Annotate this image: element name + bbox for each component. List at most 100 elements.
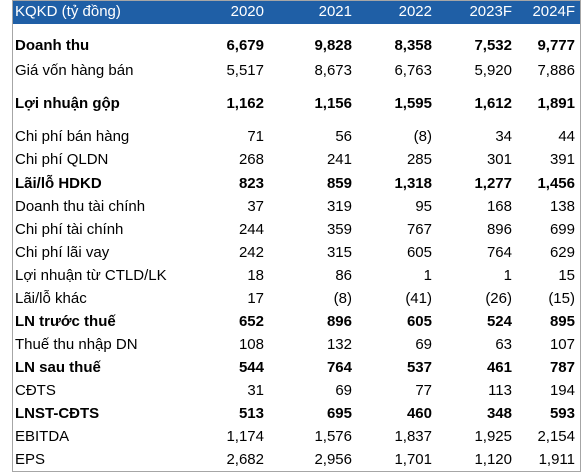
row-value: 8,673 <box>314 62 352 79</box>
row-value: 69 <box>415 336 432 353</box>
row-value: 7,532 <box>474 37 512 54</box>
row-value: 1,162 <box>226 95 264 112</box>
header-year: 2022 <box>398 3 432 20</box>
row-label: Lãi/lỗ HDKD <box>15 175 102 192</box>
row-value: 132 <box>326 336 352 353</box>
row-value: 1,174 <box>226 428 264 445</box>
row-value: 1,456 <box>537 175 575 192</box>
row-label: Lợi nhuận từ CTLD/LK <box>15 267 167 284</box>
row-value: 9,828 <box>314 37 352 54</box>
row-value: 461 <box>486 359 512 376</box>
row-value: 764 <box>326 359 352 376</box>
row-value: 2,154 <box>537 428 575 445</box>
row-value: 1 <box>503 267 512 284</box>
row-value: 544 <box>238 359 264 376</box>
header-year: 2023F <box>469 3 512 20</box>
header-year: 2024F <box>532 3 575 20</box>
row-value: 1,120 <box>474 451 512 468</box>
row-value: 699 <box>549 221 575 238</box>
row-value: 242 <box>238 244 264 261</box>
row-value: 859 <box>326 175 352 192</box>
row-value: 63 <box>495 336 512 353</box>
row-value: 764 <box>486 244 512 261</box>
row-value: 1 <box>423 267 432 284</box>
row-value: 138 <box>549 198 575 215</box>
row-value: 1,925 <box>474 428 512 445</box>
row-value: 5,920 <box>474 62 512 79</box>
row-value: 524 <box>486 313 512 330</box>
row-value: 34 <box>495 128 512 145</box>
row-value: (8) <box>333 290 352 307</box>
row-value: 71 <box>247 128 264 145</box>
row-value: 95 <box>415 198 432 215</box>
row-label: Chi phí QLDN <box>15 151 109 168</box>
row-value: 513 <box>238 405 264 422</box>
row-value: (8) <box>413 128 432 145</box>
row-value: 107 <box>549 336 575 353</box>
row-value: 359 <box>326 221 352 238</box>
row-value: (26) <box>485 290 512 307</box>
row-value: 86 <box>335 267 352 284</box>
row-value: (15) <box>548 290 575 307</box>
row-value: 18 <box>247 267 264 284</box>
row-value: 391 <box>549 151 575 168</box>
row-value: 787 <box>549 359 575 376</box>
row-label: LNST-CĐTS <box>15 405 100 422</box>
row-value: 896 <box>326 313 352 330</box>
row-value: 537 <box>406 359 432 376</box>
row-label: Thuế thu nhập DN <box>15 336 138 353</box>
row-label: Giá vốn hàng bán <box>15 62 134 79</box>
row-label: LN sau thuế <box>15 359 101 376</box>
row-value: 1,576 <box>314 428 352 445</box>
row-value: 315 <box>326 244 352 261</box>
row-value: 896 <box>486 221 512 238</box>
row-value: 9,777 <box>537 37 575 54</box>
row-label: EBITDA <box>15 428 70 445</box>
row-value: 1,595 <box>394 95 432 112</box>
header-year: 2021 <box>318 3 352 20</box>
row-value: 1,318 <box>394 175 432 192</box>
row-value: 593 <box>549 405 575 422</box>
row-value: 823 <box>238 175 264 192</box>
row-label: CĐTS <box>15 382 56 399</box>
row-value: (41) <box>405 290 432 307</box>
row-value: 37 <box>247 198 264 215</box>
header-year: 2020 <box>230 3 264 20</box>
row-label: Doanh thu <box>15 37 90 54</box>
row-value: 6,679 <box>226 37 264 54</box>
row-value: 301 <box>486 151 512 168</box>
row-value: 2,682 <box>226 451 264 468</box>
row-label: Lãi/lỗ khác <box>15 290 87 307</box>
row-value: 6,763 <box>394 62 432 79</box>
row-value: 194 <box>549 382 575 399</box>
row-value: 319 <box>326 198 352 215</box>
row-value: 5,517 <box>226 62 264 79</box>
row-value: 605 <box>406 313 432 330</box>
row-label: Lợi nhuận gộp <box>15 95 120 112</box>
row-value: 348 <box>486 405 512 422</box>
row-value: 1,891 <box>537 95 575 112</box>
row-value: 8,358 <box>394 37 432 54</box>
row-value: 605 <box>406 244 432 261</box>
row-value: 652 <box>238 313 264 330</box>
row-value: 1,911 <box>538 451 575 468</box>
row-value: 1,612 <box>474 95 512 112</box>
row-value: 7,886 <box>537 62 575 79</box>
row-value: 244 <box>238 221 264 238</box>
row-value: 17 <box>247 290 264 307</box>
row-label: Chi phí lãi vay <box>15 244 110 261</box>
row-value: 895 <box>549 313 575 330</box>
row-value: 1,837 <box>394 428 432 445</box>
row-value: 1,701 <box>394 451 432 468</box>
row-value: 31 <box>247 382 264 399</box>
row-value: 168 <box>486 198 512 215</box>
header-label: KQKD (tỷ đồng) <box>15 3 121 20</box>
row-value: 767 <box>406 221 432 238</box>
row-value: 268 <box>238 151 264 168</box>
row-label: EPS <box>15 451 46 468</box>
row-value: 69 <box>335 382 352 399</box>
row-label: LN trước thuế <box>15 313 116 330</box>
row-value: 56 <box>335 128 352 145</box>
row-value: 695 <box>326 405 352 422</box>
